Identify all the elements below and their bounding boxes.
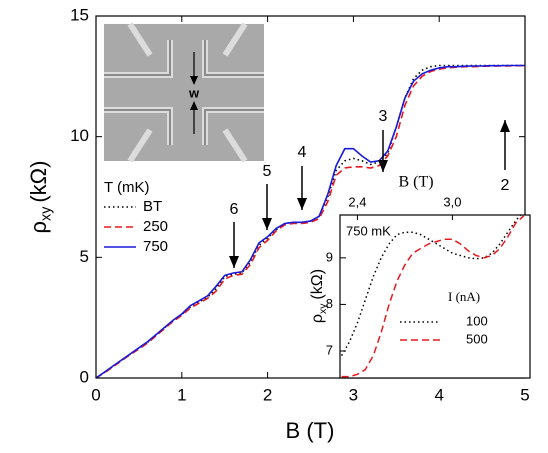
- y-axis-label-subscript: xy: [38, 206, 54, 221]
- x-tick-label: 2,4: [348, 194, 366, 209]
- image-label: w: [188, 85, 200, 100]
- x-tick-label: 5: [520, 385, 529, 404]
- annotation-arrowhead: [378, 160, 388, 172]
- annotation-arrowhead: [297, 198, 307, 210]
- x-tick-label: 3: [349, 385, 358, 404]
- legend-label: 100: [466, 313, 488, 328]
- y-axis-label: ρxy (kΩ): [26, 161, 55, 234]
- y-tick-label: 7: [326, 342, 333, 357]
- inset-background: [340, 215, 530, 378]
- x-tick-label: 3,0: [443, 194, 461, 209]
- annotation-arrowhead: [229, 256, 239, 268]
- annotation: 5: [263, 163, 272, 180]
- legend-label: 250: [143, 218, 168, 235]
- data-line: [96, 64, 525, 378]
- annotation-arrowhead: [500, 120, 510, 132]
- legend-title: T (mK): [104, 179, 150, 196]
- y-axis-label-subscript: xy: [318, 303, 329, 314]
- y-tick-label: 9: [326, 249, 333, 264]
- legend-label: 750: [143, 238, 168, 255]
- micrograph: [104, 22, 264, 163]
- y-axis-label-symbol: ρ: [309, 314, 326, 323]
- legend-label: 500: [466, 331, 488, 346]
- annotation: 3: [379, 108, 388, 125]
- data-line: [340, 215, 522, 356]
- annotation: 2: [501, 177, 510, 194]
- plot-frame: [95, 15, 526, 379]
- x-axis-label: B (T): [398, 174, 433, 191]
- x-tick-label: 4: [434, 385, 443, 404]
- x-axis-label: B (T): [286, 418, 335, 443]
- plot-lines: [340, 215, 525, 378]
- annotation-arrowhead: [262, 218, 272, 230]
- y-axis-label-unit: (kΩ): [309, 269, 326, 300]
- plot-lines: [96, 64, 525, 378]
- x-tick-label: 1: [177, 385, 186, 404]
- y-tick-label: 10: [70, 126, 89, 145]
- data-line: [341, 215, 525, 378]
- legend-label: BT: [143, 198, 162, 215]
- inset-title: 750 mK: [346, 223, 391, 238]
- annotation: 4: [298, 144, 307, 161]
- annotation: 6: [230, 201, 239, 218]
- y-tick-label: 15: [70, 5, 89, 24]
- y-tick-label: 8: [326, 296, 333, 311]
- y-tick-label: 0: [80, 367, 89, 386]
- legend-title: I (nA): [448, 289, 480, 304]
- y-axis-label-unit: (kΩ): [26, 161, 51, 203]
- x-tick-label: 2: [263, 385, 272, 404]
- y-axis-label-symbol: ρ: [26, 221, 51, 234]
- x-tick-label: 0: [91, 385, 100, 404]
- y-axis-label: ρxy (kΩ): [309, 269, 328, 323]
- y-tick-label: 5: [80, 247, 89, 266]
- plot-frame: [339, 214, 531, 379]
